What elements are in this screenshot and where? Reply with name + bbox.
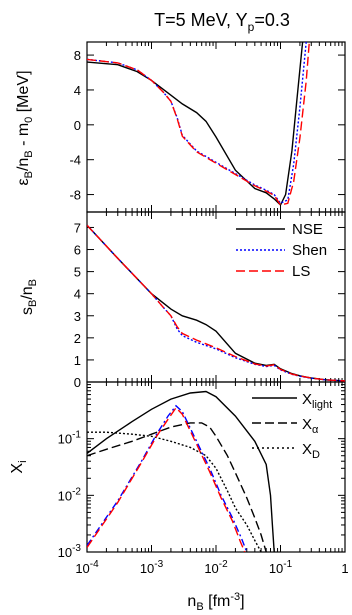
series-ls — [87, 224, 345, 382]
y-tick-label: 10-2 — [58, 486, 82, 503]
y-tick-label: 7 — [74, 220, 81, 235]
legend-label-xlight: Xlight — [302, 391, 332, 411]
ylabel-middle: sB/nB — [19, 279, 39, 315]
legend-label-ls: LS — [292, 263, 310, 280]
y-tick-label: 4 — [74, 287, 81, 302]
series-ls-x-alpha — [87, 406, 246, 552]
legend-label-xd: XD — [302, 441, 320, 461]
series-shen — [87, 42, 307, 205]
series-x-light — [87, 390, 275, 552]
series-shen — [87, 224, 345, 382]
panel-bottom-series — [87, 390, 275, 552]
y-tick-label: 5 — [74, 265, 81, 280]
panel-middle-series — [87, 224, 345, 382]
ylabel-top: εB/nB - m0 [MeV] — [15, 70, 35, 185]
series-nse — [87, 42, 304, 207]
series-x-d — [87, 431, 262, 552]
x-tick-label: 10-1 — [269, 559, 293, 576]
legend-label-nse: NSE — [292, 221, 323, 238]
ylabel-bottom: Xi — [9, 460, 29, 473]
legend-label-xalpha: Xα — [302, 416, 319, 436]
y-tick-label: 4 — [74, 83, 81, 98]
y-tick-label: 6 — [74, 243, 81, 258]
chart-title: T=5 MeV, Yp=0.3 — [154, 10, 290, 34]
legend: NSE Shen LS — [236, 221, 327, 280]
series-ls — [87, 42, 310, 206]
y-tick-label: 1 — [74, 353, 81, 368]
xlabel: nB [fm-3] — [187, 591, 244, 613]
legend-label-shen: Shen — [292, 242, 327, 259]
y-tick-label: 3 — [74, 309, 81, 324]
y-tick-label: 8 — [74, 48, 81, 63]
series-shen-x-alpha — [87, 404, 248, 552]
x-tick-label: 10-4 — [75, 559, 99, 576]
panel-top-series — [87, 42, 310, 207]
y-tick-label: -4 — [69, 153, 81, 168]
x-tick-label: 10-3 — [140, 559, 164, 576]
bottom-legend: Xlight Xα XD — [252, 391, 332, 461]
y-tick-label: -8 — [69, 188, 81, 203]
title-subscript: p — [248, 20, 255, 34]
series-x-alpha — [87, 422, 267, 552]
y-tick-label: 10-3 — [58, 543, 82, 560]
x-tick-label: 1 — [341, 561, 348, 576]
y-tick-label: 10-1 — [58, 430, 82, 447]
x-tick-label: 10-2 — [204, 559, 228, 576]
axis-ticks: 10-4 10-3 10-2 10-1 1-8-40480123456710-310-2… — [58, 42, 349, 576]
y-tick-label: 2 — [74, 331, 81, 346]
y-tick-label: 0 — [74, 375, 81, 390]
y-tick-label: 0 — [74, 118, 81, 133]
